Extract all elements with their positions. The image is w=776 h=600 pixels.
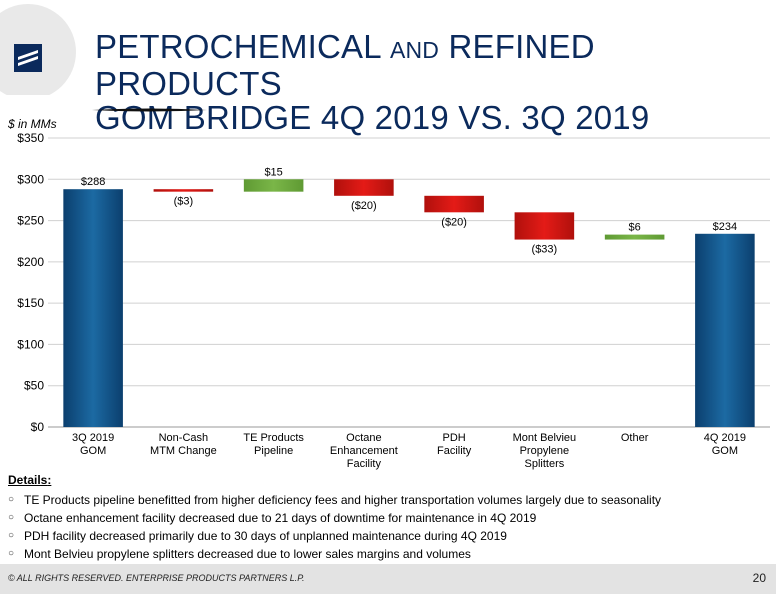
y-tick-label: $100 [17, 337, 44, 351]
x-tick-label: Propylene [520, 445, 570, 457]
detail-text: TE Products pipeline benefitted from hig… [24, 493, 662, 507]
waterfall-bar [424, 195, 484, 213]
details-section: Details: ○ TE Products pipeline benefitte… [8, 473, 768, 563]
data-label: ($33) [532, 244, 558, 256]
footer-bar: © ALL RIGHTS RESERVED. ENTERPRISE PRODUC… [0, 564, 776, 594]
detail-text: Mont Belvieu propylene splitters decreas… [24, 547, 471, 561]
detail-text: Octane enhancement facility decreased du… [24, 511, 537, 525]
circle-bullet-icon: ○ [8, 548, 15, 559]
waterfall-bar [243, 179, 304, 192]
x-tick-label: MTM Change [150, 445, 217, 457]
data-label: ($20) [351, 200, 377, 212]
y-tick-label: $300 [17, 172, 44, 186]
circle-bullet-icon: ○ [8, 530, 15, 541]
circle-bullet-icon: ○ [8, 512, 15, 523]
x-tick-label: Facility [347, 458, 382, 470]
logo-area [0, 0, 80, 100]
y-tick-label: $0 [31, 420, 45, 434]
details-list: ○ TE Products pipeline benefitted from hi… [8, 491, 768, 563]
title-line1-part2: REFINED PRODUCTS [95, 28, 595, 102]
waterfall-bar [153, 189, 214, 192]
list-item: ○ TE Products pipeline benefitted from hi… [8, 491, 768, 509]
data-label: $6 [629, 222, 641, 234]
circle-bullet-icon: ○ [8, 494, 15, 505]
x-tick-label: Splitters [525, 458, 565, 470]
page-title: PETROCHEMICAL AND REFINED PRODUCTS GOM B… [95, 30, 765, 135]
waterfall-bar [695, 233, 755, 427]
waterfall-bar [514, 212, 575, 240]
data-label: $15 [264, 166, 282, 178]
x-tick-label: 4Q 2019 [704, 432, 746, 444]
waterfall-bar [63, 189, 123, 427]
list-item: ○ Octane enhancement facility decreased d… [8, 509, 768, 527]
waterfall-bar [334, 179, 394, 196]
x-tick-label: TE Products [243, 432, 304, 444]
list-item: ○ PDH facility decreased primarily due to… [8, 527, 768, 545]
x-tick-label: Other [621, 432, 649, 444]
waterfall-chart: $0 $50 $100 $150 $200 $250 $300 $350 $288 3Q 2019… [17, 131, 770, 470]
page-number: 20 [752, 571, 766, 585]
data-label: ($20) [441, 216, 467, 228]
x-tick-label: Facility [437, 445, 472, 457]
title-and: AND [389, 37, 440, 63]
x-tick-label: Non-Cash [159, 432, 209, 444]
y-tick-label: $200 [17, 255, 44, 269]
details-heading-colon: : [47, 473, 52, 487]
x-tick-label: Pipeline [254, 445, 293, 457]
details-heading-text: Details [8, 473, 48, 487]
y-tick-label: $150 [17, 296, 44, 310]
list-item: ○ Mont Belvieu propylene splitters decrea… [8, 545, 768, 563]
details-heading: Details: [8, 473, 768, 487]
data-label: $288 [81, 176, 105, 188]
waterfall-bar [604, 234, 665, 240]
y-tick-label: $350 [17, 131, 44, 145]
title-underline [92, 108, 207, 112]
units-label: $ in MMs [8, 117, 57, 131]
x-tick-label: Mont Belvieu [513, 432, 577, 444]
data-label: $234 [713, 221, 737, 233]
detail-text: PDH facility decreased primarily due to … [24, 529, 507, 543]
title-line2: GOM BRIDGE 4Q 2019 VS. 3Q 2019 [95, 99, 650, 136]
copyright-text: © ALL RIGHTS RESERVED. ENTERPRISE PRODUC… [8, 573, 305, 583]
y-tick-label: $250 [17, 214, 44, 228]
title-line1-part1: PETROCHEMICAL [95, 28, 390, 65]
x-tick-label: 3Q 2019 [72, 432, 114, 444]
x-tick-label: GOM [80, 445, 106, 457]
x-tick-label: PDH [443, 432, 466, 444]
y-tick-label: $50 [24, 379, 44, 393]
data-label: ($3) [174, 196, 194, 208]
x-tick-label: Enhancement [330, 445, 398, 457]
x-tick-label: Octane [346, 432, 381, 444]
enterprise-logo-icon [0, 4, 76, 100]
x-tick-label: GOM [712, 445, 738, 457]
